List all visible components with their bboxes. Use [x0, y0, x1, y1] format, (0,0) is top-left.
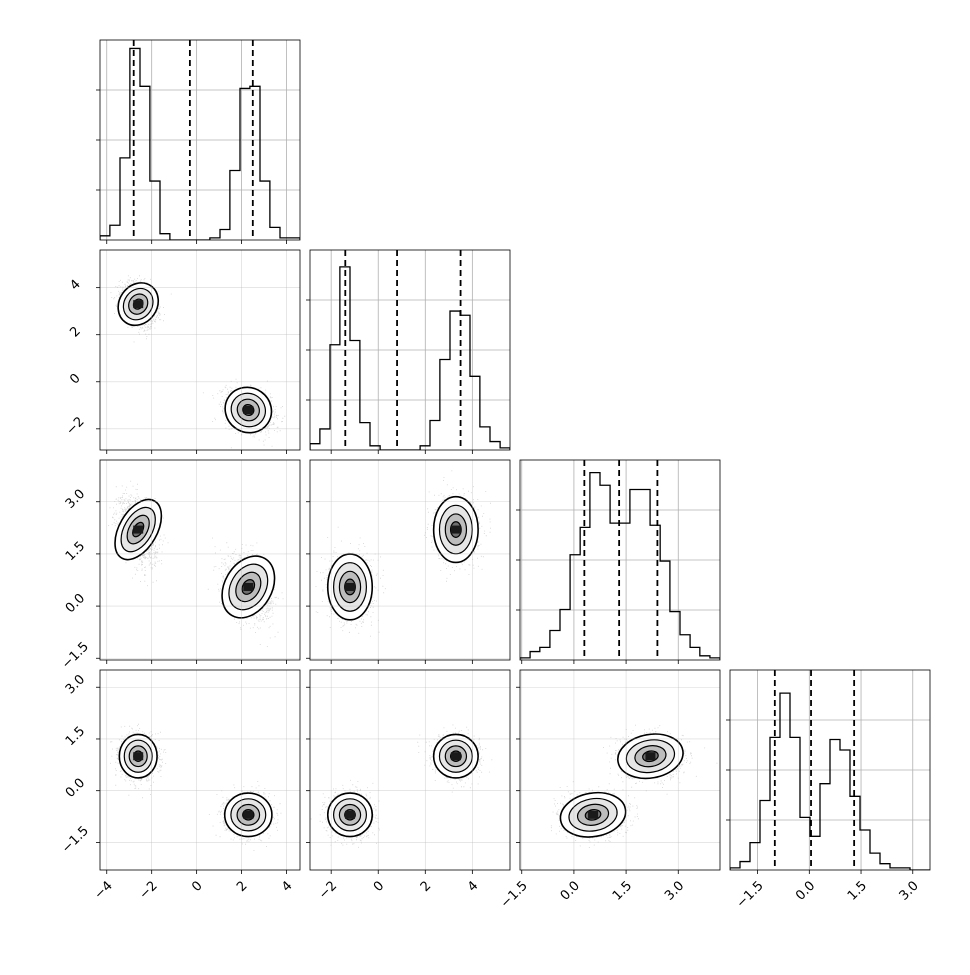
y-tick-label: 0: [67, 371, 83, 387]
panel-plot-area: [520, 670, 720, 870]
y-tick-label: 0.0: [63, 776, 88, 801]
density-peak-mode-0: [645, 752, 656, 761]
density-peak-mode-1: [588, 810, 599, 819]
y-tick-label: 4: [67, 277, 83, 293]
panel-1-1: [306, 249, 511, 454]
x-tick-label: −2: [137, 878, 161, 902]
panel-plot-area: [730, 670, 930, 870]
y-tick-label: −1.5: [59, 639, 92, 672]
x-tick-label: 1.5: [610, 878, 635, 903]
density-peak-mode-0: [133, 300, 144, 309]
y-tick-label: 3.0: [63, 672, 88, 697]
x-tick-label: −1.5: [734, 878, 767, 911]
density-peak-mode-1: [243, 582, 254, 591]
x-tick-label: 3.0: [662, 878, 687, 903]
y-tick-label: 2: [67, 324, 83, 340]
histogram-step-2: [520, 471, 720, 660]
y-tick-label: 0.0: [63, 591, 88, 616]
panel-plot-area: [520, 460, 720, 660]
panel-plot-area: [310, 460, 510, 660]
panel-frame: [729, 669, 931, 871]
x-tick-label: 2: [234, 878, 250, 894]
panel-plot-area: [100, 670, 300, 870]
x-tick-label: 2: [418, 878, 434, 894]
panel-frame: [99, 249, 301, 451]
x-tick-label: 3.0: [897, 878, 922, 903]
histogram-step-3: [730, 692, 930, 870]
density-peak-mode-0: [133, 525, 144, 534]
density-peak-mode-1: [345, 810, 355, 819]
y-tick-label: 3.0: [63, 487, 88, 512]
x-tick-label: 0: [189, 878, 205, 894]
x-tick-label: 4: [279, 878, 295, 894]
panel-plot-area: [100, 250, 300, 450]
x-tick-label: −2: [316, 878, 340, 902]
density-peak-mode-0: [450, 752, 461, 761]
panel-frame: [519, 459, 721, 661]
panel-3-1: −2 0 2 4: [306, 669, 511, 903]
density-peak-mode-1: [243, 810, 254, 819]
y-tick-label: −1.5: [59, 823, 92, 856]
panel-3-2: −1.5 0.0 1.5 3.0: [498, 669, 721, 911]
panel-2-1: [306, 459, 511, 664]
panel-plot-area: [310, 250, 510, 450]
panel-2-0: −1.5 0.0 1.5 3.0: [59, 459, 301, 672]
panel-2-2: [516, 459, 721, 664]
panel-plot-area: [100, 40, 300, 240]
x-tick-label: 1.5: [845, 878, 870, 903]
panel-frame: [309, 249, 511, 451]
y-tick-label: 1.5: [63, 724, 88, 749]
panel-3-3: −1.5 0.0 1.5 3.0: [726, 669, 931, 911]
panel-frame: [519, 669, 721, 871]
panel-0-0: [96, 39, 301, 244]
x-tick-label: −1.5: [498, 878, 531, 911]
panel-3-0: −4 −2 0 2 4 −1.5 0.0 1.5 3.0: [59, 669, 301, 903]
x-tick-label: 0.0: [793, 878, 818, 903]
y-tick-label: 1.5: [63, 539, 88, 564]
density-peak-mode-0: [450, 525, 461, 534]
density-peak-mode-1: [345, 582, 355, 591]
panel-frame: [309, 669, 511, 871]
panel-frame: [99, 39, 301, 241]
x-tick-label: 0: [371, 878, 387, 894]
panel-frame: [99, 669, 301, 871]
density-peak-mode-0: [133, 752, 144, 761]
density-peak-mode-1: [243, 406, 254, 414]
panel-frame: [309, 459, 511, 661]
x-tick-label: 0.0: [558, 878, 583, 903]
x-tick-label: −4: [92, 878, 116, 902]
histogram-step-0: [100, 47, 300, 240]
histogram-step-1: [310, 266, 510, 450]
panel-1-0: −2 0 2 4: [63, 249, 301, 454]
panel-frame: [99, 459, 301, 661]
panel-plot-area: [100, 460, 300, 660]
x-tick-label: 4: [465, 878, 481, 894]
panel-plot-area: [310, 670, 510, 870]
y-tick-label: −2: [63, 414, 87, 438]
